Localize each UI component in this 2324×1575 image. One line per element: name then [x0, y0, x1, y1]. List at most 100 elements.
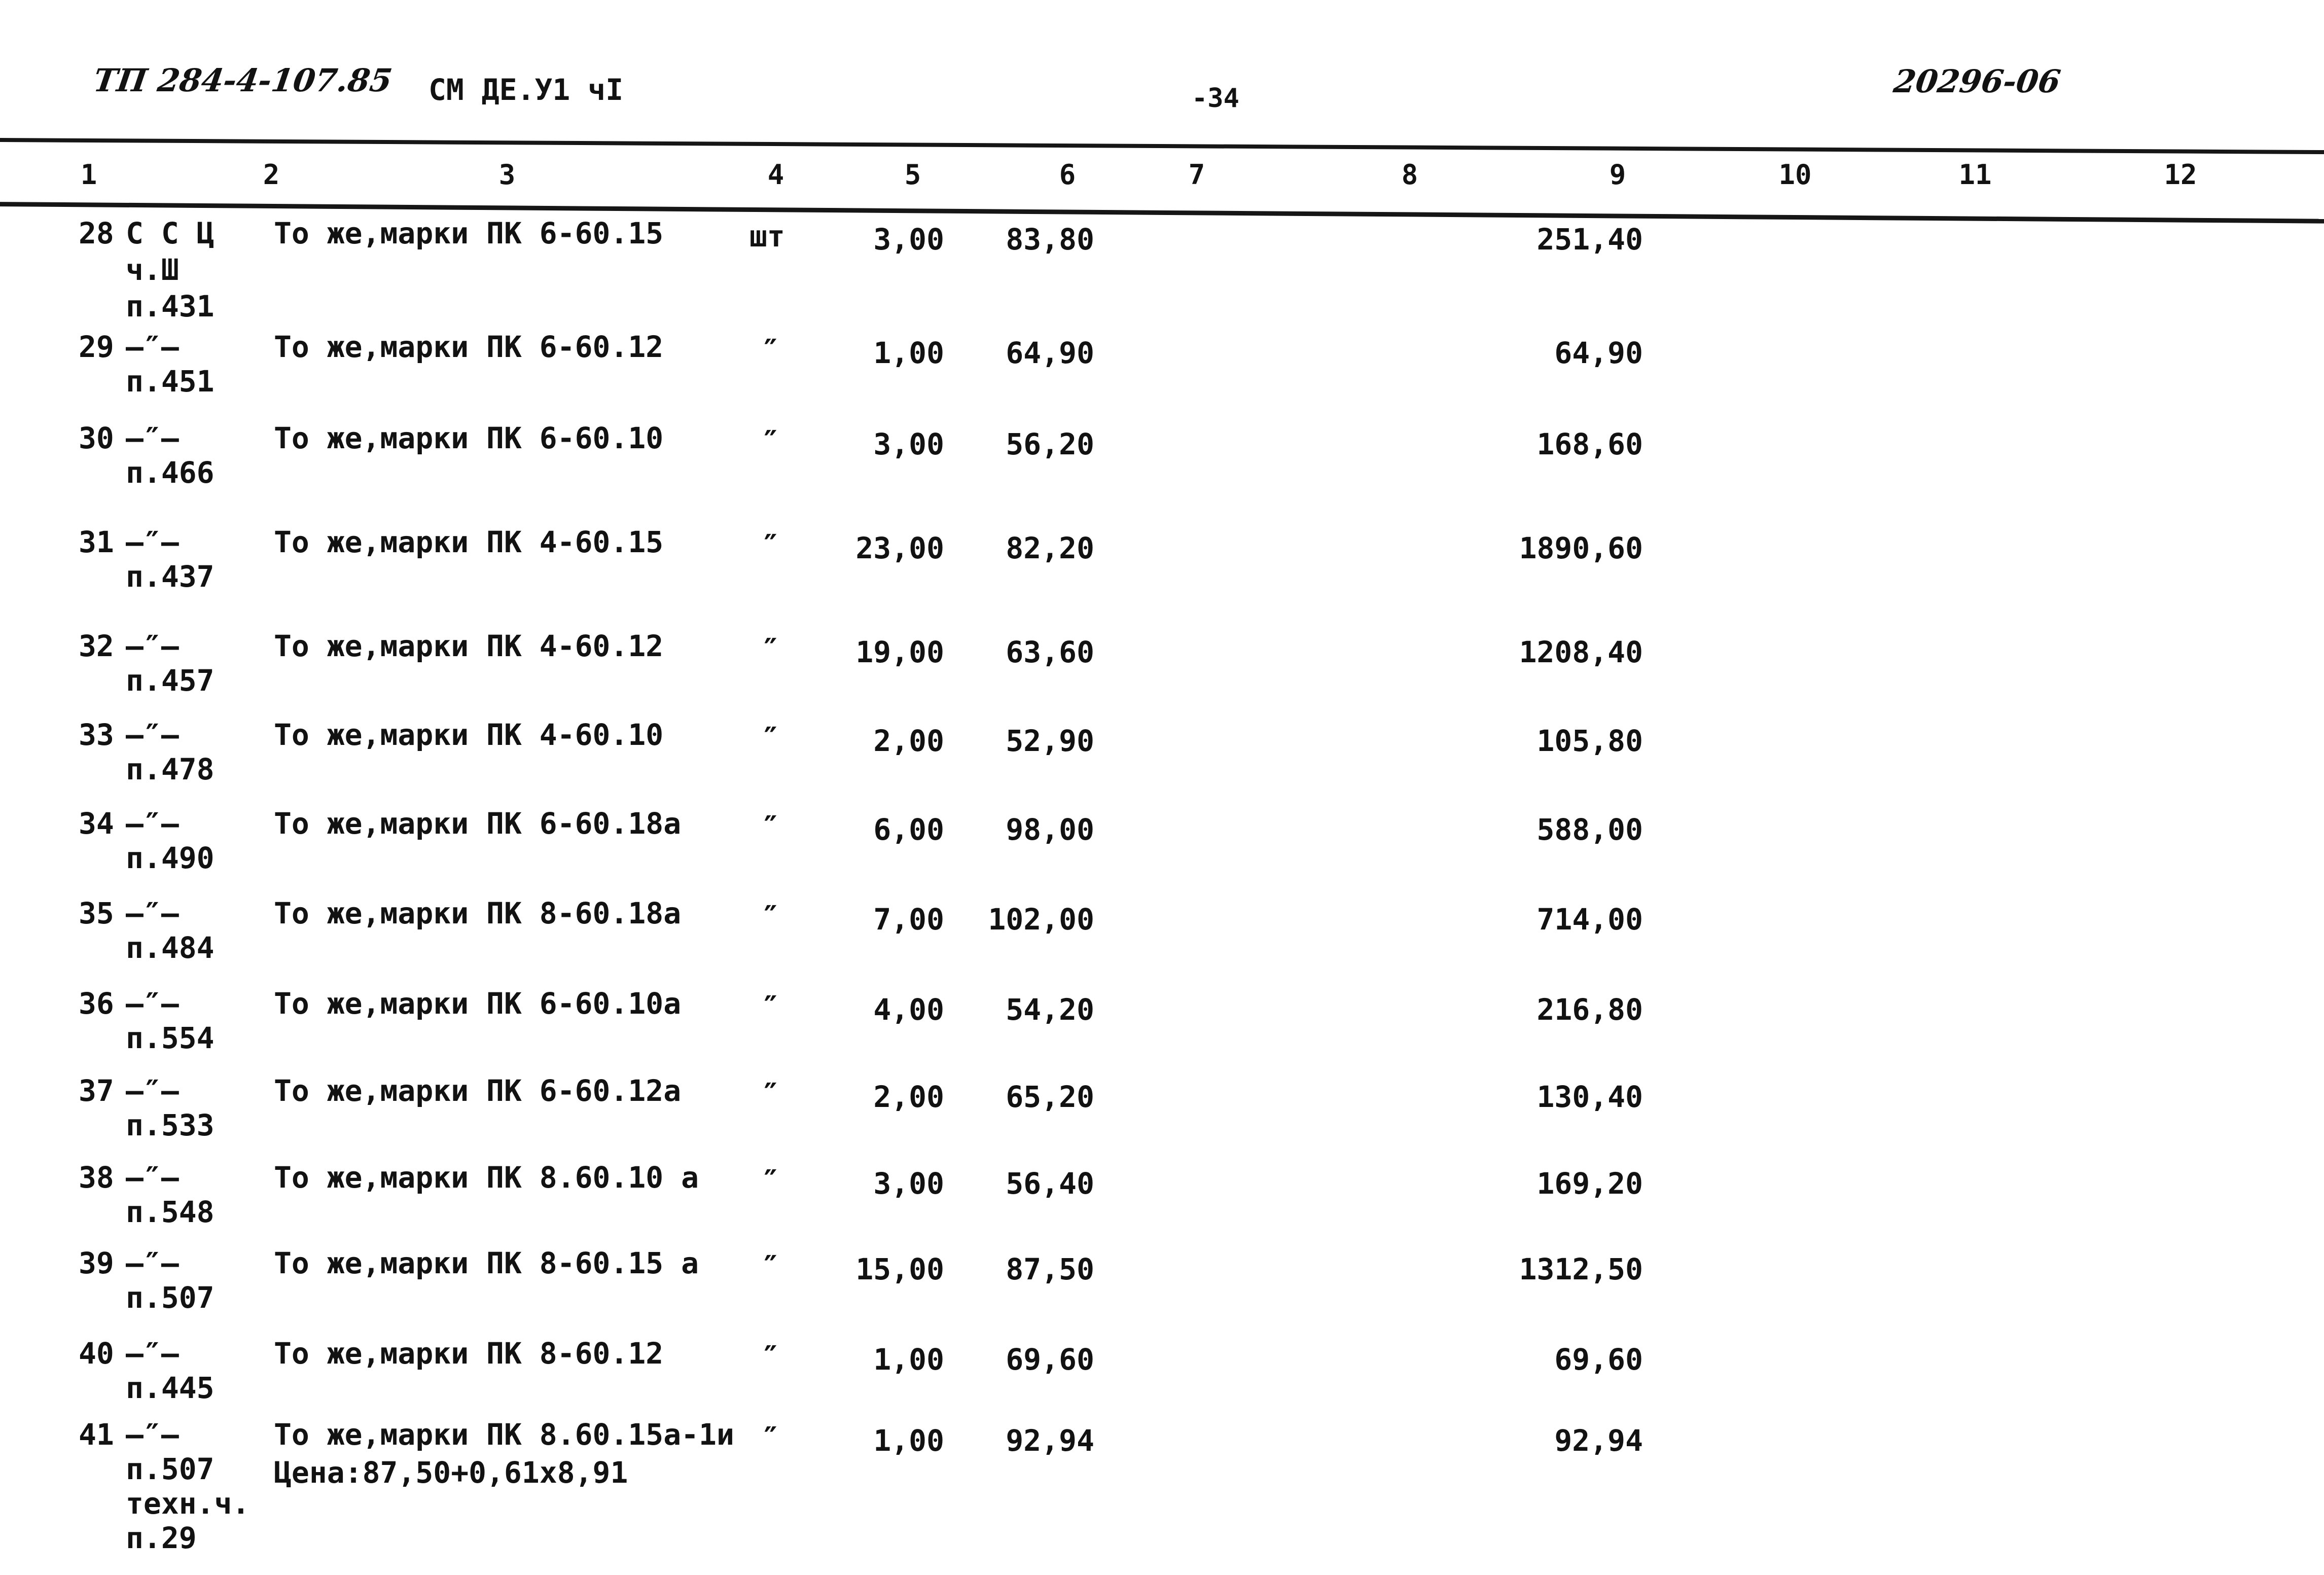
row-code-line: —″— — [126, 718, 179, 752]
column-number-2: 2 — [263, 159, 280, 191]
row-code-line: —″— — [126, 330, 179, 364]
row-quantity: 23,00 — [855, 531, 944, 565]
row-code-line: —″— — [126, 806, 179, 841]
row-price: 54,20 — [1006, 992, 1094, 1027]
column-number-3: 3 — [498, 159, 516, 191]
row-code-line: п.466 — [126, 455, 214, 490]
row-unit: ″ — [762, 899, 779, 934]
row-price: 56,20 — [1006, 427, 1094, 461]
row-code-line: —″— — [126, 896, 179, 930]
row-code-line: —″— — [126, 421, 179, 455]
row-price: 82,20 — [1006, 531, 1094, 565]
row-sum: 130,40 — [1536, 1080, 1643, 1114]
row-number: 36 — [79, 986, 114, 1021]
row-price: 87,50 — [1006, 1252, 1094, 1286]
row-code-line: —″— — [126, 1160, 179, 1195]
row-number: 35 — [79, 896, 114, 930]
row-code-line: —″— — [126, 1336, 179, 1371]
row-quantity: 6,00 — [873, 812, 944, 847]
row-code-line: п.431 — [126, 289, 214, 324]
row-code-line: —″— — [126, 1073, 179, 1108]
row-description-line: То же,марки ПК 8-60.18а — [274, 896, 682, 930]
row-code-line: —″— — [126, 1246, 179, 1280]
row-sum: 1208,40 — [1519, 635, 1643, 669]
column-number-8: 8 — [1401, 159, 1418, 191]
row-quantity: 2,00 — [873, 1080, 944, 1114]
row-quantity: 2,00 — [873, 724, 944, 758]
row-price: 92,94 — [1006, 1423, 1094, 1458]
column-header-row: 1 2 3 4 5 6 7 8 9 10 11 12 — [0, 161, 2324, 197]
row-code-line: п.548 — [126, 1195, 214, 1229]
row-number: 34 — [79, 806, 114, 841]
column-number-10: 10 — [1778, 159, 1812, 191]
row-quantity: 1,00 — [873, 336, 944, 370]
row-quantity: 4,00 — [873, 992, 944, 1027]
row-description-line: То же,марки ПК 4-60.10 — [274, 718, 664, 752]
doc-code: СМ ДЕ.У1 чI — [428, 73, 624, 107]
row-unit: ″ — [762, 721, 779, 755]
row-description-line: То же,марки ПК 6-60.12а — [274, 1073, 682, 1108]
row-quantity: 3,00 — [873, 1166, 944, 1201]
row-price: 63,60 — [1006, 635, 1094, 669]
row-unit: ″ — [762, 1339, 779, 1374]
row-code-line: п.29 — [126, 1521, 197, 1555]
column-number-7: 7 — [1188, 159, 1205, 191]
row-code-line: п.490 — [126, 841, 214, 875]
row-code-line: п.533 — [126, 1108, 214, 1142]
row-price: 65,20 — [1006, 1080, 1094, 1114]
row-code-line: п.507 — [126, 1280, 214, 1315]
row-code-line: —″— — [126, 525, 179, 559]
column-number-9: 9 — [1609, 159, 1626, 191]
row-number: 28 — [79, 216, 114, 250]
row-sum: 1890,60 — [1519, 531, 1643, 565]
row-price: 56,40 — [1006, 1166, 1094, 1201]
row-code-line: п.457 — [126, 663, 214, 698]
row-quantity: 7,00 — [873, 902, 944, 937]
row-code-line: п.507 — [126, 1452, 214, 1486]
column-number-12: 12 — [2164, 159, 2197, 191]
row-code-line: ч.Ш — [126, 253, 179, 287]
row-unit: ″ — [762, 809, 779, 844]
row-description-line: Цена:87,50+0,61х8,91 — [274, 1455, 628, 1490]
row-number: 29 — [79, 330, 114, 364]
row-number: 39 — [79, 1246, 114, 1280]
row-price: 83,80 — [1006, 222, 1094, 257]
row-description-line: То же,марки ПК 8.60.15а-1и — [274, 1417, 734, 1452]
row-code-line: —″— — [126, 629, 179, 663]
row-quantity: 15,00 — [855, 1252, 944, 1286]
row-description-line: То же,марки ПК 6-60.10а — [274, 986, 682, 1021]
row-price: 98,00 — [1006, 812, 1094, 847]
row-unit: ″ — [762, 1420, 779, 1455]
row-code-line: —″— — [126, 1417, 179, 1452]
row-quantity: 1,00 — [873, 1423, 944, 1458]
row-description-line: То же,марки ПК 4-60.15 — [274, 525, 664, 559]
row-quantity: 19,00 — [855, 635, 944, 669]
row-number: 31 — [79, 525, 114, 559]
row-unit: ″ — [762, 1163, 779, 1198]
row-description-line: То же,марки ПК 8.60.10 а — [274, 1160, 699, 1195]
row-number: 41 — [79, 1417, 114, 1452]
row-number: 32 — [79, 629, 114, 663]
column-number-11: 11 — [1958, 159, 1992, 191]
row-unit: ″ — [762, 632, 779, 666]
row-unit: шт — [749, 219, 785, 254]
column-number-1: 1 — [80, 159, 97, 191]
row-unit: ″ — [762, 528, 779, 562]
row-sum: 168,60 — [1536, 427, 1643, 461]
row-sum: 714,00 — [1536, 902, 1643, 937]
row-quantity: 1,00 — [873, 1342, 944, 1377]
row-quantity: 3,00 — [873, 222, 944, 257]
row-code-line: п.554 — [126, 1021, 214, 1055]
row-unit: ″ — [762, 1249, 779, 1283]
row-sum: 1312,50 — [1519, 1252, 1643, 1286]
row-sum: 588,00 — [1536, 812, 1643, 847]
row-unit: ″ — [762, 1077, 779, 1111]
row-sum: 69,60 — [1554, 1342, 1643, 1377]
column-number-6: 6 — [1059, 159, 1076, 191]
row-description-line: То же,марки ПК 8-60.15 а — [274, 1246, 699, 1280]
row-quantity: 3,00 — [873, 427, 944, 461]
row-unit: ″ — [762, 424, 779, 458]
row-description-line: То же,марки ПК 6-60.12 — [274, 330, 664, 364]
